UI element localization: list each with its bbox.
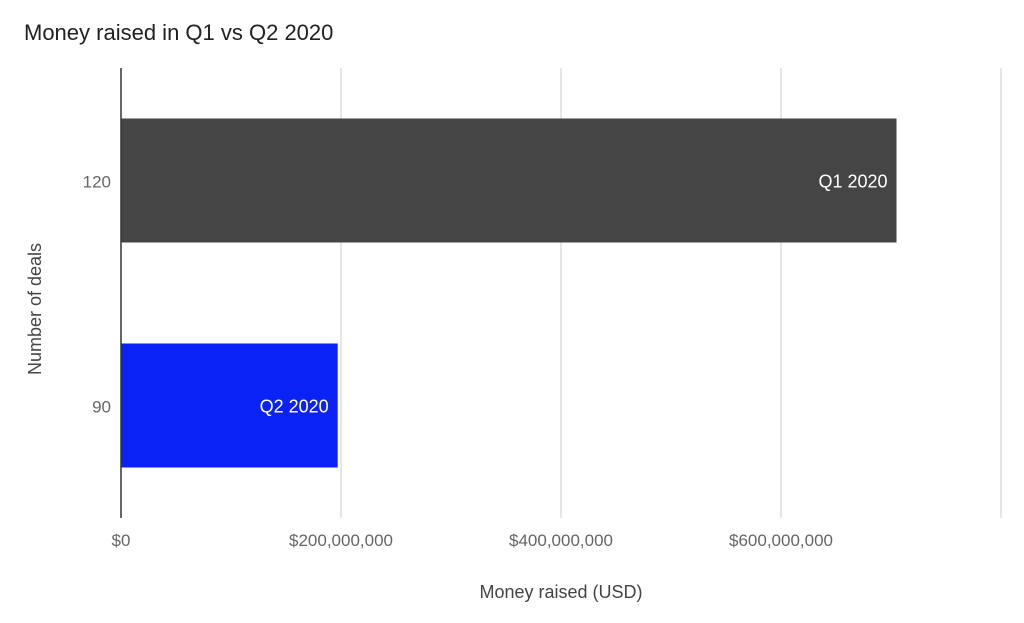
bar-q2-2020 — [121, 343, 338, 468]
chart-title: Money raised in Q1 vs Q2 2020 — [24, 20, 334, 45]
y-tick-label: 120 — [83, 173, 111, 192]
x-tick-label: $200,000,000 — [289, 531, 393, 550]
bar-data-label: Q1 2020 — [818, 172, 887, 192]
x-axis-title: Money raised (USD) — [479, 582, 642, 602]
x-tick-label: $0 — [112, 531, 131, 550]
x-tick-label: $600,000,000 — [729, 531, 833, 550]
bar-data-label: Q2 2020 — [260, 397, 329, 417]
x-tick-label: $400,000,000 — [509, 531, 613, 550]
bar-q1-2020 — [121, 118, 897, 243]
y-tick-label: 90 — [92, 398, 111, 417]
y-axis-title: Number of deals — [25, 243, 45, 375]
